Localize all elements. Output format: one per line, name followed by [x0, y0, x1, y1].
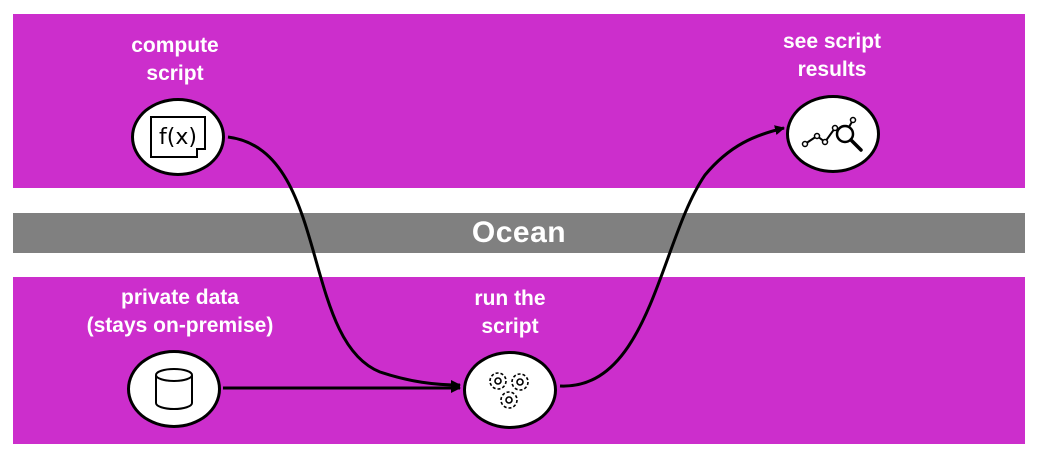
gears-icon: [489, 372, 529, 409]
ocean-label: Ocean: [471, 216, 567, 249]
function-document-icon: f(x): [150, 116, 206, 158]
function-text: f(x): [159, 124, 197, 150]
ocean-band: Ocean: [13, 213, 1025, 253]
compute-script-label: compute script: [131, 34, 219, 85]
edge-run-to-results: [559, 125, 785, 388]
run-script-label: run the script: [474, 287, 546, 338]
database-icon: [155, 368, 193, 410]
edge-compute-to-run: [227, 135, 461, 390]
private-data-label: private data (stays on-premise): [86, 286, 274, 337]
see-results-label: see script results: [782, 30, 882, 81]
private-data-node: [127, 350, 221, 428]
chart-magnifier-icon: [801, 116, 863, 152]
run-script-node: [463, 351, 557, 429]
compute-script-node: f(x): [131, 98, 225, 176]
see-results-node: [786, 95, 880, 173]
